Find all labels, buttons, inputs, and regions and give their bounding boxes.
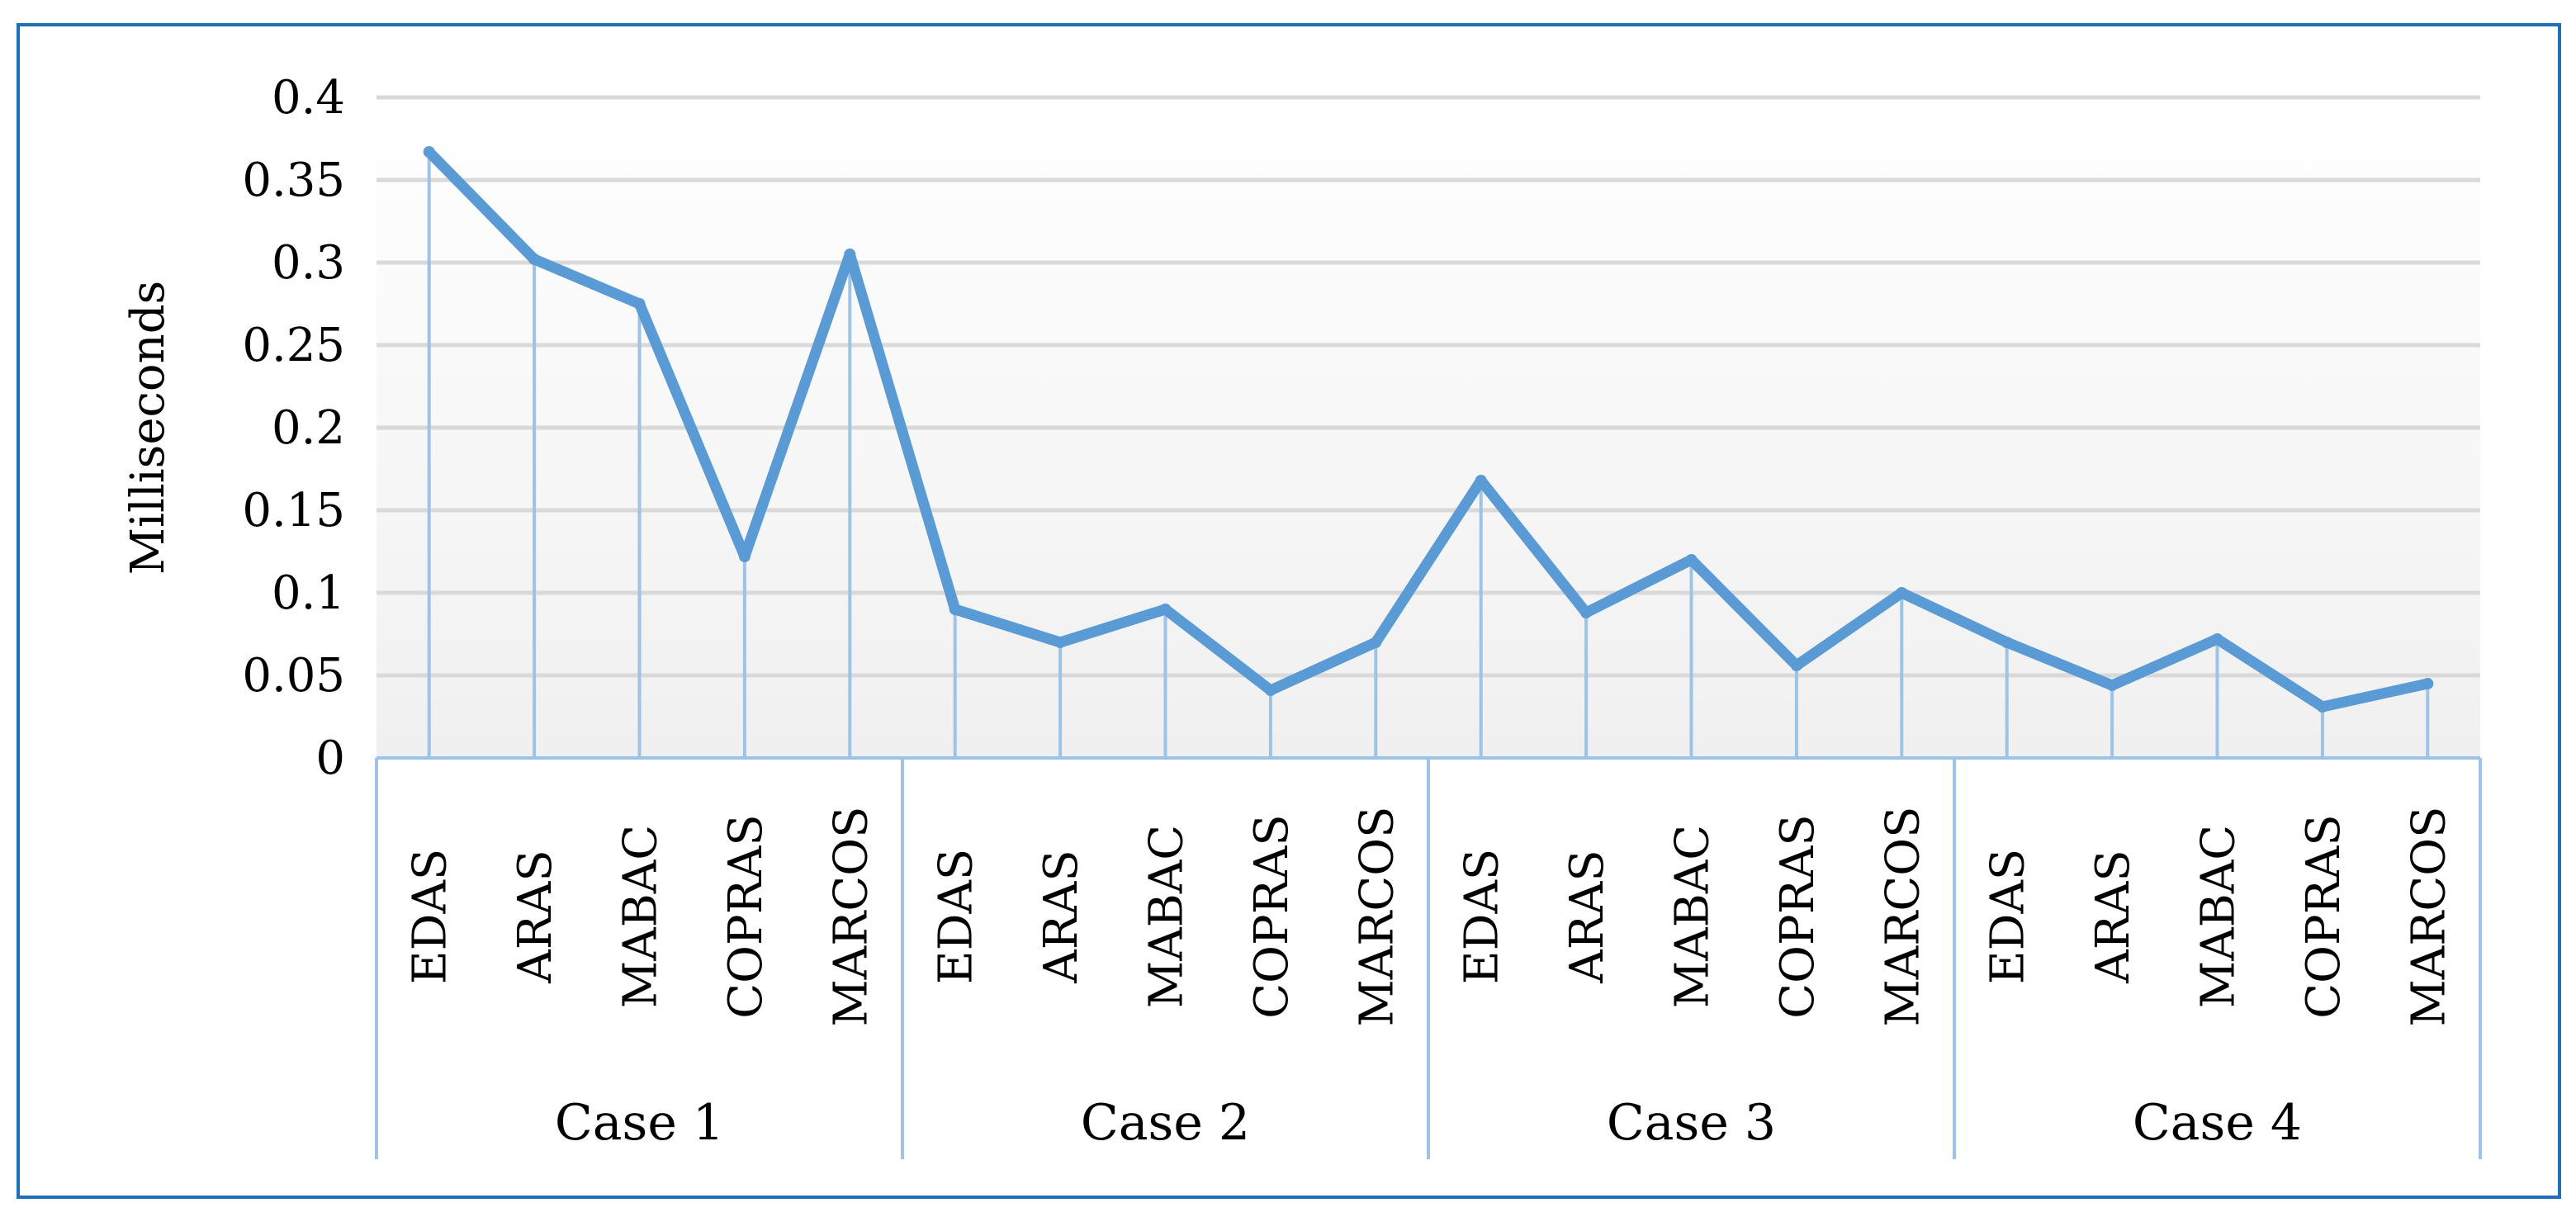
y-tick-label: 0.15 <box>242 484 345 537</box>
x-tick-label: MABAC <box>1666 825 1720 1008</box>
data-point <box>1896 587 1908 599</box>
data-point <box>2422 678 2434 689</box>
x-tick-label: MABAC <box>2192 825 2246 1008</box>
data-point <box>1790 660 1802 671</box>
x-axis-category-labels: EDAS ARAS MABAC COPRAS MARCOS EDAS ARAS MABAC CO… <box>404 806 2456 1026</box>
gridlines <box>376 95 2480 678</box>
x-tick-label: ARAS <box>509 850 562 983</box>
data-point <box>2001 637 2013 648</box>
data-point <box>423 146 435 158</box>
data-point <box>528 253 541 265</box>
y-tick-label: 0.2 <box>272 401 345 455</box>
x-tick-label: EDAS <box>1456 849 1509 985</box>
y-axis-title: Milliseconds <box>121 281 175 575</box>
x-group-label: Case 4 <box>2133 1094 2302 1152</box>
data-point <box>2106 680 2119 691</box>
x-tick-label: MARCOS <box>1350 806 1404 1026</box>
x-group-label: Case 2 <box>1081 1094 1250 1152</box>
data-point <box>844 249 856 260</box>
x-tick-label: MABAC <box>614 825 668 1008</box>
x-tick-label: EDAS <box>930 849 983 985</box>
x-tick-label: MARCOS <box>824 806 878 1026</box>
y-tick-label: 0.05 <box>242 649 345 703</box>
data-point <box>1685 554 1698 566</box>
y-tick-label: 0.3 <box>272 236 345 290</box>
data-point <box>633 298 646 310</box>
x-group-label: Case 3 <box>1607 1094 1776 1152</box>
y-tick-label: 0.35 <box>242 154 345 207</box>
x-tick-label: COPRAS <box>1245 814 1299 1018</box>
x-tick-label: ARAS <box>1035 850 1088 983</box>
series <box>423 146 2434 713</box>
x-tick-label: COPRAS <box>719 814 773 1018</box>
x-tick-label: COPRAS <box>2297 814 2351 1018</box>
x-tick-label: ARAS <box>2086 850 2140 983</box>
data-point <box>949 604 961 615</box>
data-point <box>2211 633 2223 645</box>
data-point <box>1264 684 1276 696</box>
x-tick-label: MARCOS <box>1876 806 1930 1026</box>
x-tick-label: EDAS <box>404 849 457 985</box>
y-tick-label: 0.1 <box>272 566 345 620</box>
data-point <box>1475 475 1487 486</box>
series-line <box>424 146 2433 713</box>
x-tick-label: EDAS <box>1982 849 2035 985</box>
y-tick-label: 0 <box>315 732 345 785</box>
x-tick-label: ARAS <box>1560 850 1614 983</box>
x-tick-label: MARCOS <box>2402 806 2455 1026</box>
x-tick-label: COPRAS <box>1771 814 1825 1018</box>
data-point <box>1580 607 1593 618</box>
x-tick-label: MABAC <box>1140 825 1194 1008</box>
y-tick-label: 0.4 <box>272 71 345 125</box>
y-axis-ticks: 0 0.05 0.1 0.15 0.2 0.25 0.3 0.35 0.4 <box>242 71 345 785</box>
data-point <box>2316 701 2328 713</box>
data-point <box>738 551 751 562</box>
data-point <box>1370 637 1382 648</box>
y-tick-label: 0.25 <box>242 319 345 372</box>
x-group-label: Case 1 <box>555 1094 724 1152</box>
drop-lines <box>427 152 2430 758</box>
x-axis-group-labels: Case 1 Case 2 Case 3 Case 4 <box>555 1094 2302 1152</box>
data-point <box>1159 604 1172 615</box>
data-point <box>1054 637 1067 648</box>
x-axis-lines <box>375 756 2482 1159</box>
